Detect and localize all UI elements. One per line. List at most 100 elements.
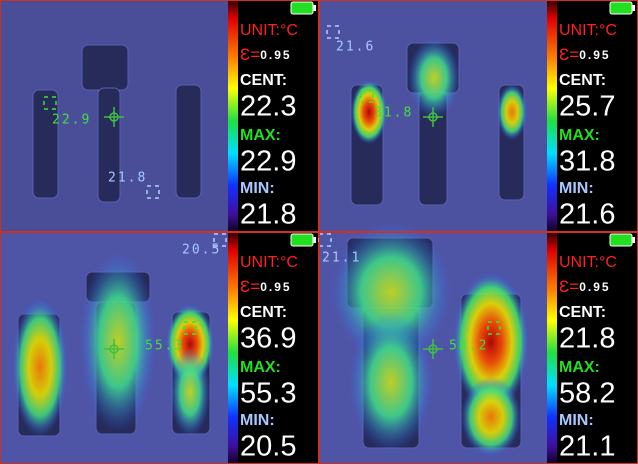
unit-line: UNIT:°C [240, 254, 298, 271]
battery-tip [632, 237, 635, 243]
unit: °C [599, 22, 617, 39]
unit-line: UNIT:°C [240, 22, 298, 39]
heat-zone [170, 347, 210, 437]
cent-label: CENT: [240, 72, 287, 89]
sidebar [557, 0, 638, 232]
sidebar [238, 0, 319, 232]
emissivity-line: Ɛ=0.95 [559, 277, 611, 296]
min-marker [326, 25, 340, 39]
max-label: MAX: [559, 359, 600, 376]
crosshair [109, 344, 119, 354]
min-marker [213, 233, 227, 247]
min-marker [146, 185, 160, 199]
flashlight [175, 84, 202, 199]
unit-label: UNIT: [240, 254, 280, 271]
min-label: MIN: [240, 180, 275, 197]
max-reading: 22.9 [52, 113, 91, 128]
crosshair [428, 112, 438, 122]
max-marker [43, 96, 57, 110]
heat-zone [461, 377, 521, 457]
min-reading: 20.5 [182, 243, 221, 258]
panel: 55.3 20.5 UNIT:°C Ɛ=0.95 CENT: 36.9 MAX: 55.3 MI… [0, 232, 319, 464]
max-reading: 31.8 [374, 106, 413, 121]
min-value: 20.5 [240, 431, 296, 463]
battery [290, 1, 314, 15]
min-reading: 21.1 [322, 251, 361, 266]
panel: 31.8 21.6 UNIT:°C Ɛ=0.95 CENT: 25.7 MAX: 31.8 MI… [319, 0, 638, 232]
unit-line: UNIT:°C [559, 254, 617, 271]
emissivity-line: Ɛ=0.95 [559, 45, 611, 64]
heat-zone [497, 84, 527, 140]
crosshair [428, 344, 438, 354]
max-reading: 55.3 [145, 339, 184, 354]
flashlight [81, 44, 129, 91]
cent-value: 21.8 [559, 323, 615, 355]
thermal-image: 31.8 21.6 [319, 0, 547, 232]
cent-value: 36.9 [240, 323, 296, 355]
panel-border [0, 0, 319, 232]
heat-zone [12, 297, 68, 437]
emissivity-line: Ɛ=0.95 [240, 277, 292, 296]
thermal-image: 55.3 20.5 [0, 232, 228, 464]
panel: 58.2 21.1 UNIT:°C Ɛ=0.95 CENT: 21.8 MAX: 58.2 MI… [318, 222, 638, 464]
max-value: 31.8 [559, 146, 615, 178]
unit-line: UNIT:°C [559, 22, 617, 39]
min-value: 21.6 [559, 199, 615, 231]
min-label: MIN: [559, 412, 594, 429]
battery-tip [313, 237, 316, 243]
unit-label: UNIT: [559, 254, 599, 271]
heat-zone [349, 312, 433, 452]
min-label: MIN: [240, 412, 275, 429]
cent-value: 22.3 [240, 91, 296, 123]
unit: °C [280, 254, 298, 271]
min-reading: 21.8 [108, 171, 147, 186]
unit-label: UNIT: [240, 22, 280, 39]
emissivity-symbol: Ɛ= [559, 277, 579, 296]
heat-zone [80, 252, 156, 432]
max-reading: 58.2 [449, 339, 488, 354]
emissivity: 0.95 [260, 48, 291, 62]
color-scale [547, 0, 557, 232]
heat-zone [331, 222, 451, 362]
unit-label: UNIT: [559, 22, 599, 39]
battery-tip [632, 5, 635, 11]
flashlight [32, 89, 59, 199]
unit: °C [599, 254, 617, 271]
emissivity-symbol: Ɛ= [240, 277, 260, 296]
min-value: 21.1 [559, 431, 615, 463]
cent-value: 25.7 [559, 91, 615, 123]
cent-label: CENT: [559, 304, 606, 321]
thermal-image: 22.9 21.8 [0, 0, 228, 232]
emissivity: 0.95 [579, 280, 610, 294]
emissivity: 0.95 [260, 280, 291, 294]
unit: °C [280, 22, 298, 39]
emissivity-symbol: Ɛ= [240, 45, 260, 64]
sidebar [557, 232, 638, 464]
max-label: MAX: [559, 127, 600, 144]
min-label: MIN: [559, 180, 594, 197]
max-label: MAX: [240, 359, 281, 376]
max-marker [360, 89, 374, 103]
battery-tip [313, 5, 316, 11]
thermal-image: 58.2 21.1 [318, 222, 547, 464]
sidebar [238, 232, 319, 464]
emissivity-symbol: Ɛ= [559, 45, 579, 64]
max-marker [487, 321, 501, 335]
crosshair [109, 112, 119, 122]
heat-zone [351, 80, 387, 144]
battery [609, 1, 633, 15]
battery [609, 233, 633, 247]
min-reading: 21.6 [336, 40, 375, 55]
max-label: MAX: [240, 127, 281, 144]
heat-zone [408, 38, 460, 118]
max-value: 58.2 [559, 378, 615, 410]
color-scale [228, 0, 238, 232]
cent-label: CENT: [240, 304, 287, 321]
color-scale [228, 232, 238, 464]
max-marker [183, 321, 197, 335]
max-value: 55.3 [240, 378, 296, 410]
battery [290, 233, 314, 247]
panel: 22.9 21.8 UNIT:°C Ɛ=0.95 CENT: 22.3 MAX: 22.9 MI… [0, 0, 319, 232]
max-value: 22.9 [240, 146, 296, 178]
